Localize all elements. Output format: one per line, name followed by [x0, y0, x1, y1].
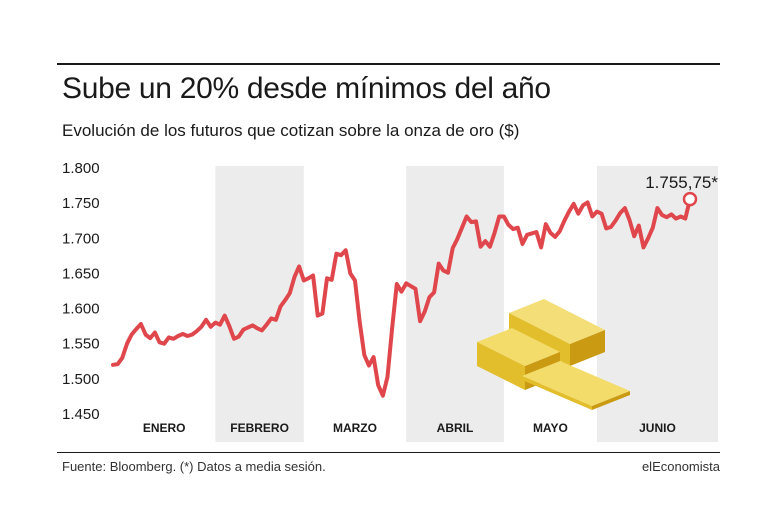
chart-subtitle: Evolución de los futuros que cotizan sob… — [62, 121, 520, 140]
top-rule — [57, 63, 720, 65]
y-tick-label: 1.550 — [62, 336, 100, 353]
x-tick-label: JUNIO — [639, 421, 676, 435]
x-axis: ENERO FEBRERO MARZO ABRIL MAYO JUNIO — [143, 421, 676, 435]
month-band-abril — [406, 166, 504, 442]
x-tick-label: ABRIL — [437, 421, 474, 435]
y-tick-label: 1.500 — [62, 371, 100, 388]
y-tick-label: 1.450 — [62, 406, 100, 423]
last-value-marker — [682, 191, 698, 207]
y-tick-label: 1.650 — [62, 265, 100, 282]
x-tick-label: MARZO — [333, 421, 377, 435]
y-axis: 1.450 1.500 1.550 1.600 1.650 1.700 1.750 1.800 — [62, 160, 100, 423]
x-tick-label: MAYO — [533, 421, 568, 435]
x-tick-label: FEBRERO — [230, 421, 289, 435]
y-tick-label: 1.800 — [62, 160, 100, 177]
y-tick-label: 1.750 — [62, 195, 100, 212]
y-tick-label: 1.600 — [62, 301, 100, 318]
last-value-label: 1.755,75* — [645, 173, 718, 192]
chart-title: Sube un 20% desde mínimos del año — [62, 72, 551, 105]
brand-logo: elEconomista — [641, 459, 720, 474]
gold-bar-right — [522, 361, 630, 410]
source-note: Fuente: Bloomberg. (*) Datos a media ses… — [62, 459, 326, 474]
y-tick-label: 1.700 — [62, 230, 100, 247]
price-line — [111, 197, 692, 398]
month-band-febrero — [215, 166, 304, 442]
x-tick-label: ENERO — [143, 421, 186, 435]
bottom-rule — [57, 452, 720, 453]
gold-bars-icon — [477, 299, 630, 410]
month-bands — [215, 166, 718, 442]
